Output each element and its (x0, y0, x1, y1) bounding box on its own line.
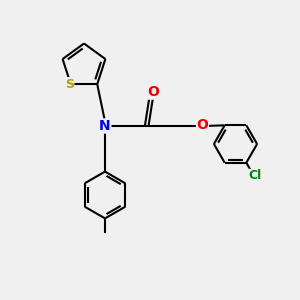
Text: O: O (196, 118, 208, 132)
Text: S: S (65, 78, 74, 91)
Text: O: O (147, 85, 159, 99)
Text: Cl: Cl (249, 169, 262, 182)
Text: N: N (99, 119, 111, 133)
